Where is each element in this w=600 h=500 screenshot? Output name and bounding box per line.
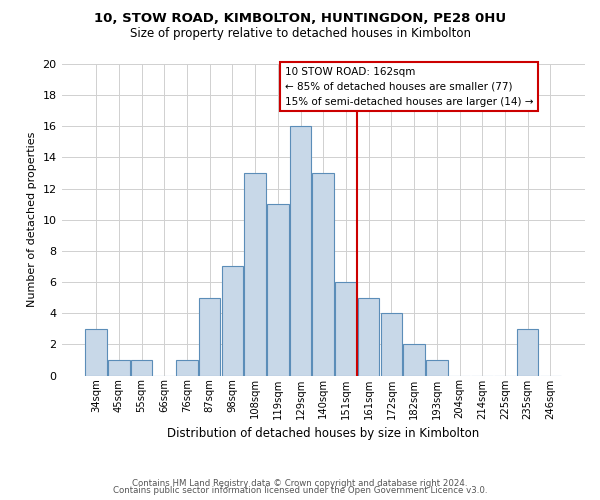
Bar xyxy=(267,204,289,376)
Bar xyxy=(380,313,402,376)
Bar xyxy=(176,360,198,376)
Bar xyxy=(85,329,107,376)
Text: Contains HM Land Registry data © Crown copyright and database right 2024.: Contains HM Land Registry data © Crown c… xyxy=(132,478,468,488)
Y-axis label: Number of detached properties: Number of detached properties xyxy=(27,132,37,308)
Bar xyxy=(403,344,425,376)
Bar xyxy=(131,360,152,376)
Bar xyxy=(108,360,130,376)
Bar xyxy=(358,298,379,376)
Bar xyxy=(335,282,357,376)
Bar xyxy=(290,126,311,376)
Bar xyxy=(244,173,266,376)
Text: 10, STOW ROAD, KIMBOLTON, HUNTINGDON, PE28 0HU: 10, STOW ROAD, KIMBOLTON, HUNTINGDON, PE… xyxy=(94,12,506,26)
Bar xyxy=(517,329,538,376)
Bar xyxy=(426,360,448,376)
Text: 10 STOW ROAD: 162sqm
← 85% of detached houses are smaller (77)
15% of semi-detac: 10 STOW ROAD: 162sqm ← 85% of detached h… xyxy=(284,67,533,106)
Bar xyxy=(313,173,334,376)
X-axis label: Distribution of detached houses by size in Kimbolton: Distribution of detached houses by size … xyxy=(167,427,479,440)
Bar xyxy=(199,298,220,376)
Text: Size of property relative to detached houses in Kimbolton: Size of property relative to detached ho… xyxy=(130,28,470,40)
Text: Contains public sector information licensed under the Open Government Licence v3: Contains public sector information licen… xyxy=(113,486,487,495)
Bar xyxy=(221,266,243,376)
